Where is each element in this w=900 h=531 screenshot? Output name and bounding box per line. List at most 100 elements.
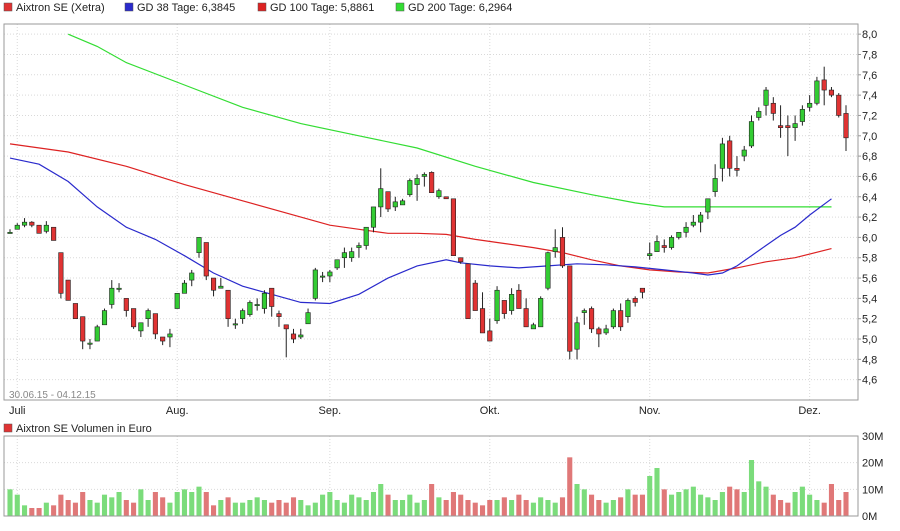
volume-bar: [160, 497, 166, 516]
volume-bar: [792, 492, 798, 516]
candle-body: [283, 324, 289, 330]
candle-body: [552, 247, 558, 252]
volume-bar: [530, 502, 536, 516]
volume-bar: [436, 497, 442, 516]
price-tick-label: 5,8: [862, 253, 877, 265]
volume-bar: [501, 497, 507, 516]
volume-bar: [509, 500, 515, 516]
volume-bar: [676, 492, 682, 516]
candle-body: [276, 313, 282, 317]
candle-body: [320, 275, 326, 278]
volume-bar: [356, 497, 362, 516]
volume-bar: [327, 492, 333, 516]
volume-bar: [370, 492, 377, 516]
candle-body: [647, 253, 653, 256]
volume-bar: [603, 502, 609, 516]
date-tick-label: Nov.: [639, 405, 661, 417]
candle-body: [574, 322, 580, 350]
volume-bar: [29, 508, 35, 516]
candle-body: [232, 323, 238, 326]
volume-bar: [80, 492, 86, 516]
volume-bar: [269, 502, 275, 516]
volume-bar: [225, 497, 231, 516]
volume-bar: [167, 502, 173, 516]
price-tick-label: 7,2: [862, 110, 877, 122]
price-tick-label: 5,0: [862, 334, 877, 346]
price-tick-label: 6,2: [862, 212, 877, 224]
legend-label: GD 100 Tage: 5,8861: [270, 2, 374, 14]
legend-label: GD 38 Tage: 6,3845: [137, 2, 235, 14]
volume-bar: [465, 500, 471, 516]
volume-bar: [254, 497, 260, 516]
candle-body: [14, 224, 20, 230]
volume-bar: [218, 500, 224, 516]
volume-bar: [647, 476, 653, 516]
candle-body: [305, 312, 311, 325]
volume-tick-label: 0M: [862, 511, 877, 523]
volume-bar: [734, 489, 740, 516]
volume-bar: [276, 500, 282, 516]
candle-body: [632, 298, 638, 303]
candle-body: [792, 123, 798, 128]
volume-bar: [400, 500, 406, 516]
price-panel-frame: [3, 23, 859, 401]
volume-bar: [581, 489, 587, 516]
candle-body: [138, 322, 144, 332]
candle-body: [734, 168, 740, 171]
volume-bar: [232, 502, 238, 516]
candle-body: [450, 198, 456, 256]
candle-body: [312, 269, 318, 299]
candle-body: [116, 287, 122, 290]
candle-body: [349, 251, 355, 259]
date-x-axis: Juli Aug. Sep. Okt. Nov. Dez.: [9, 24, 821, 516]
volume-bar: [305, 505, 311, 516]
candle-body: [799, 109, 805, 122]
legend-label: Aixtron SE (Xetra): [16, 2, 105, 14]
candle-body: [559, 237, 566, 267]
volume-bar: [21, 505, 28, 516]
legend-swatch: [124, 2, 134, 12]
volume-bar: [487, 500, 493, 516]
candle-body: [814, 80, 820, 104]
volume-bar: [705, 497, 711, 516]
price-tick-label: 7,8: [862, 49, 877, 61]
gd100-line: [9, 143, 832, 274]
candle-body: [516, 289, 522, 309]
candle-body: [247, 302, 253, 315]
volume-bar: [87, 500, 93, 516]
volume-bar: [538, 497, 544, 516]
candle-body: [719, 143, 725, 169]
price-tick-label: 7,4: [862, 90, 877, 102]
volume-bar: [625, 489, 631, 516]
volume-bar: [131, 502, 137, 516]
volume-bar: [72, 502, 78, 516]
volume-bar: [799, 486, 805, 516]
price-tick-label: 8,0: [862, 29, 877, 41]
candle-body: [80, 316, 86, 342]
candle-body: [29, 221, 35, 226]
candle-body: [756, 111, 762, 118]
candle-body: [821, 79, 827, 91]
volume-legend: Aixtron SE Volumen in Euro: [3, 423, 152, 435]
candle-body: [778, 125, 784, 128]
candle-body: [7, 232, 13, 234]
volume-bar: [123, 500, 129, 516]
volume-bar: [283, 502, 289, 516]
candle-body: [625, 300, 631, 317]
volume-bar: [589, 494, 595, 516]
volume-bar: [138, 489, 144, 516]
candle-body: [603, 328, 609, 334]
volume-bar: [101, 494, 108, 516]
volume-panel-frame: [3, 435, 859, 517]
candle-body: [203, 242, 209, 277]
volume-bar: [181, 489, 188, 516]
volume-legend-swatch: [3, 423, 13, 433]
volume-bar: [654, 468, 660, 516]
candle-body: [189, 272, 195, 281]
volume-bar: [596, 500, 602, 516]
candle-body: [65, 279, 71, 301]
volume-bar: [763, 486, 769, 516]
price-tick-label: 6,8: [862, 151, 877, 163]
price-tick-label: 4,6: [862, 375, 877, 387]
